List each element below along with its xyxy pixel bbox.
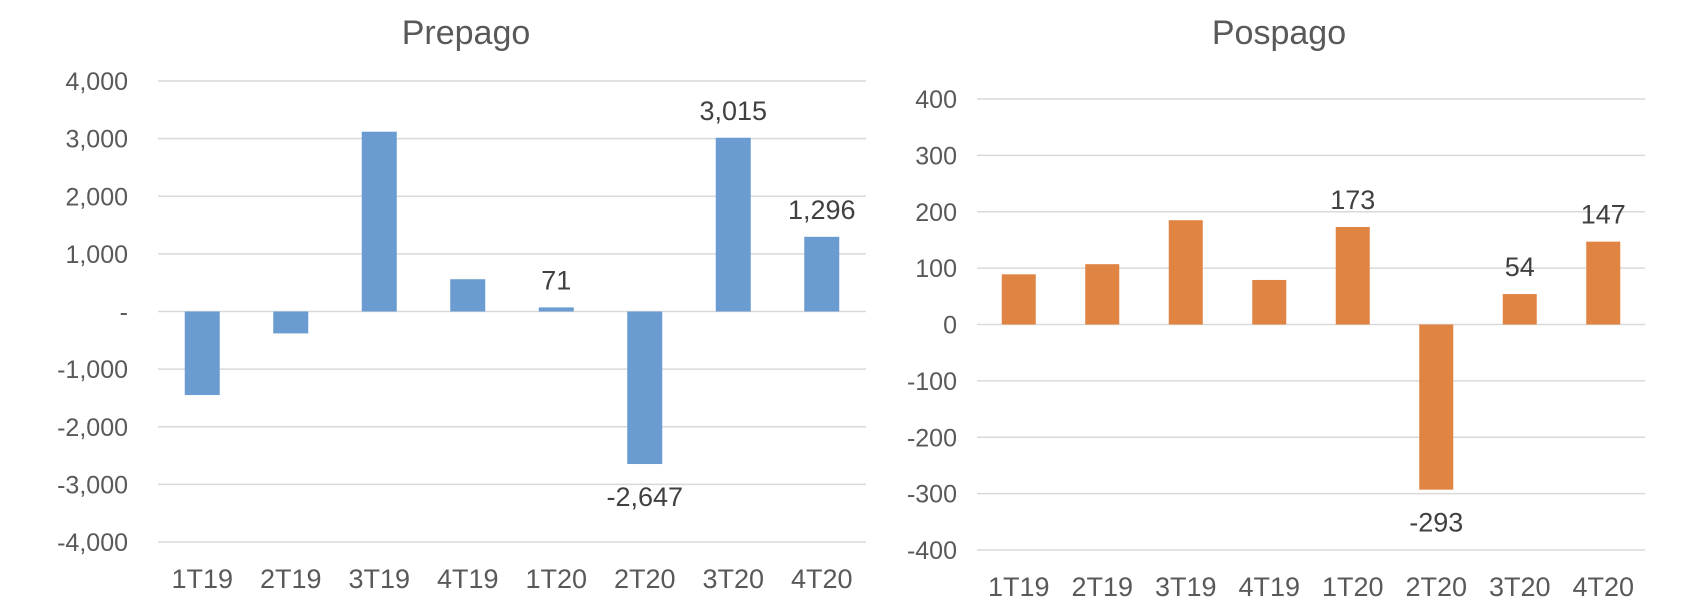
x-tick-label: 4T19 xyxy=(437,564,499,594)
y-tick-label: 2,000 xyxy=(65,183,128,211)
bar-1t19 xyxy=(1001,274,1036,325)
bar-2t19 xyxy=(1085,264,1120,325)
y-tick-label: 400 xyxy=(915,86,957,114)
y-tick-label: -4,000 xyxy=(57,529,128,557)
y-tick-label: 1,000 xyxy=(65,241,128,269)
x-tick-label: 3T19 xyxy=(348,564,410,594)
chart-title: Pospago xyxy=(1212,14,1346,52)
y-tick-label: -100 xyxy=(907,368,957,396)
data-label: 3,015 xyxy=(699,96,767,126)
y-tick-label: -1,000 xyxy=(57,356,128,384)
x-tick-label: 1T20 xyxy=(1322,572,1384,600)
bar-1t20 xyxy=(1335,226,1370,325)
bar-4t19 xyxy=(450,279,486,312)
bar-2t20 xyxy=(627,311,663,465)
y-tick-label: -2,000 xyxy=(57,414,128,442)
x-tick-label: 3T20 xyxy=(702,564,764,594)
y-tick-label: 100 xyxy=(915,255,957,283)
x-tick-label: 3T20 xyxy=(1489,572,1551,600)
data-label: 173 xyxy=(1330,185,1375,215)
x-tick-label: 4T20 xyxy=(791,564,853,594)
bar-4t20 xyxy=(1586,241,1621,325)
y-tick-label: -3,000 xyxy=(57,471,128,499)
bar-2t20 xyxy=(1419,324,1454,490)
data-label: 54 xyxy=(1505,252,1535,282)
data-label: -2,647 xyxy=(606,482,683,512)
y-tick-label: 300 xyxy=(915,142,957,170)
data-label: 71 xyxy=(541,265,571,295)
x-tick-label: 1T20 xyxy=(525,564,587,594)
y-tick-label: -200 xyxy=(907,424,957,452)
y-tick-label: 3,000 xyxy=(65,126,128,154)
bar-4t20 xyxy=(804,236,840,312)
y-tick-label: - xyxy=(120,299,128,327)
x-tick-label: 1T19 xyxy=(171,564,233,594)
bar-3t20 xyxy=(1502,294,1537,325)
y-tick-label: -300 xyxy=(907,481,957,509)
bar-3t20 xyxy=(715,137,751,312)
data-label: 147 xyxy=(1581,200,1626,230)
x-tick-label: 2T19 xyxy=(260,564,322,594)
y-tick-label: 200 xyxy=(915,199,957,227)
bar-1t20 xyxy=(538,307,574,312)
bar-2t19 xyxy=(273,311,309,334)
bar-3t19 xyxy=(361,131,397,312)
y-tick-label: -400 xyxy=(907,537,957,565)
bar-3t19 xyxy=(1168,220,1203,325)
bar-4t19 xyxy=(1252,279,1287,325)
x-tick-label: 2T20 xyxy=(1405,572,1467,600)
data-label: -293 xyxy=(1409,508,1463,538)
x-tick-label: 2T19 xyxy=(1071,572,1133,600)
y-tick-label: 4,000 xyxy=(65,68,128,96)
chart-title: Prepago xyxy=(402,14,531,52)
chart-prepago: Prepago 4,000 3,000 2,000 1,000 - -1,000 -2,00… xyxy=(57,14,866,594)
x-tick-label: 3T19 xyxy=(1155,572,1217,600)
chart-pospago: Pospago 400 300 200 100 0 -100 -200 -300 -400 1T1… xyxy=(907,14,1645,600)
x-tick-label: 4T19 xyxy=(1238,572,1300,600)
bar-1t19 xyxy=(184,311,220,396)
y-tick-label: 0 xyxy=(943,312,957,340)
x-tick-label: 2T20 xyxy=(614,564,676,594)
x-tick-label: 4T20 xyxy=(1572,572,1634,600)
x-tick-label: 1T19 xyxy=(988,572,1050,600)
data-label: 1,296 xyxy=(788,195,856,225)
